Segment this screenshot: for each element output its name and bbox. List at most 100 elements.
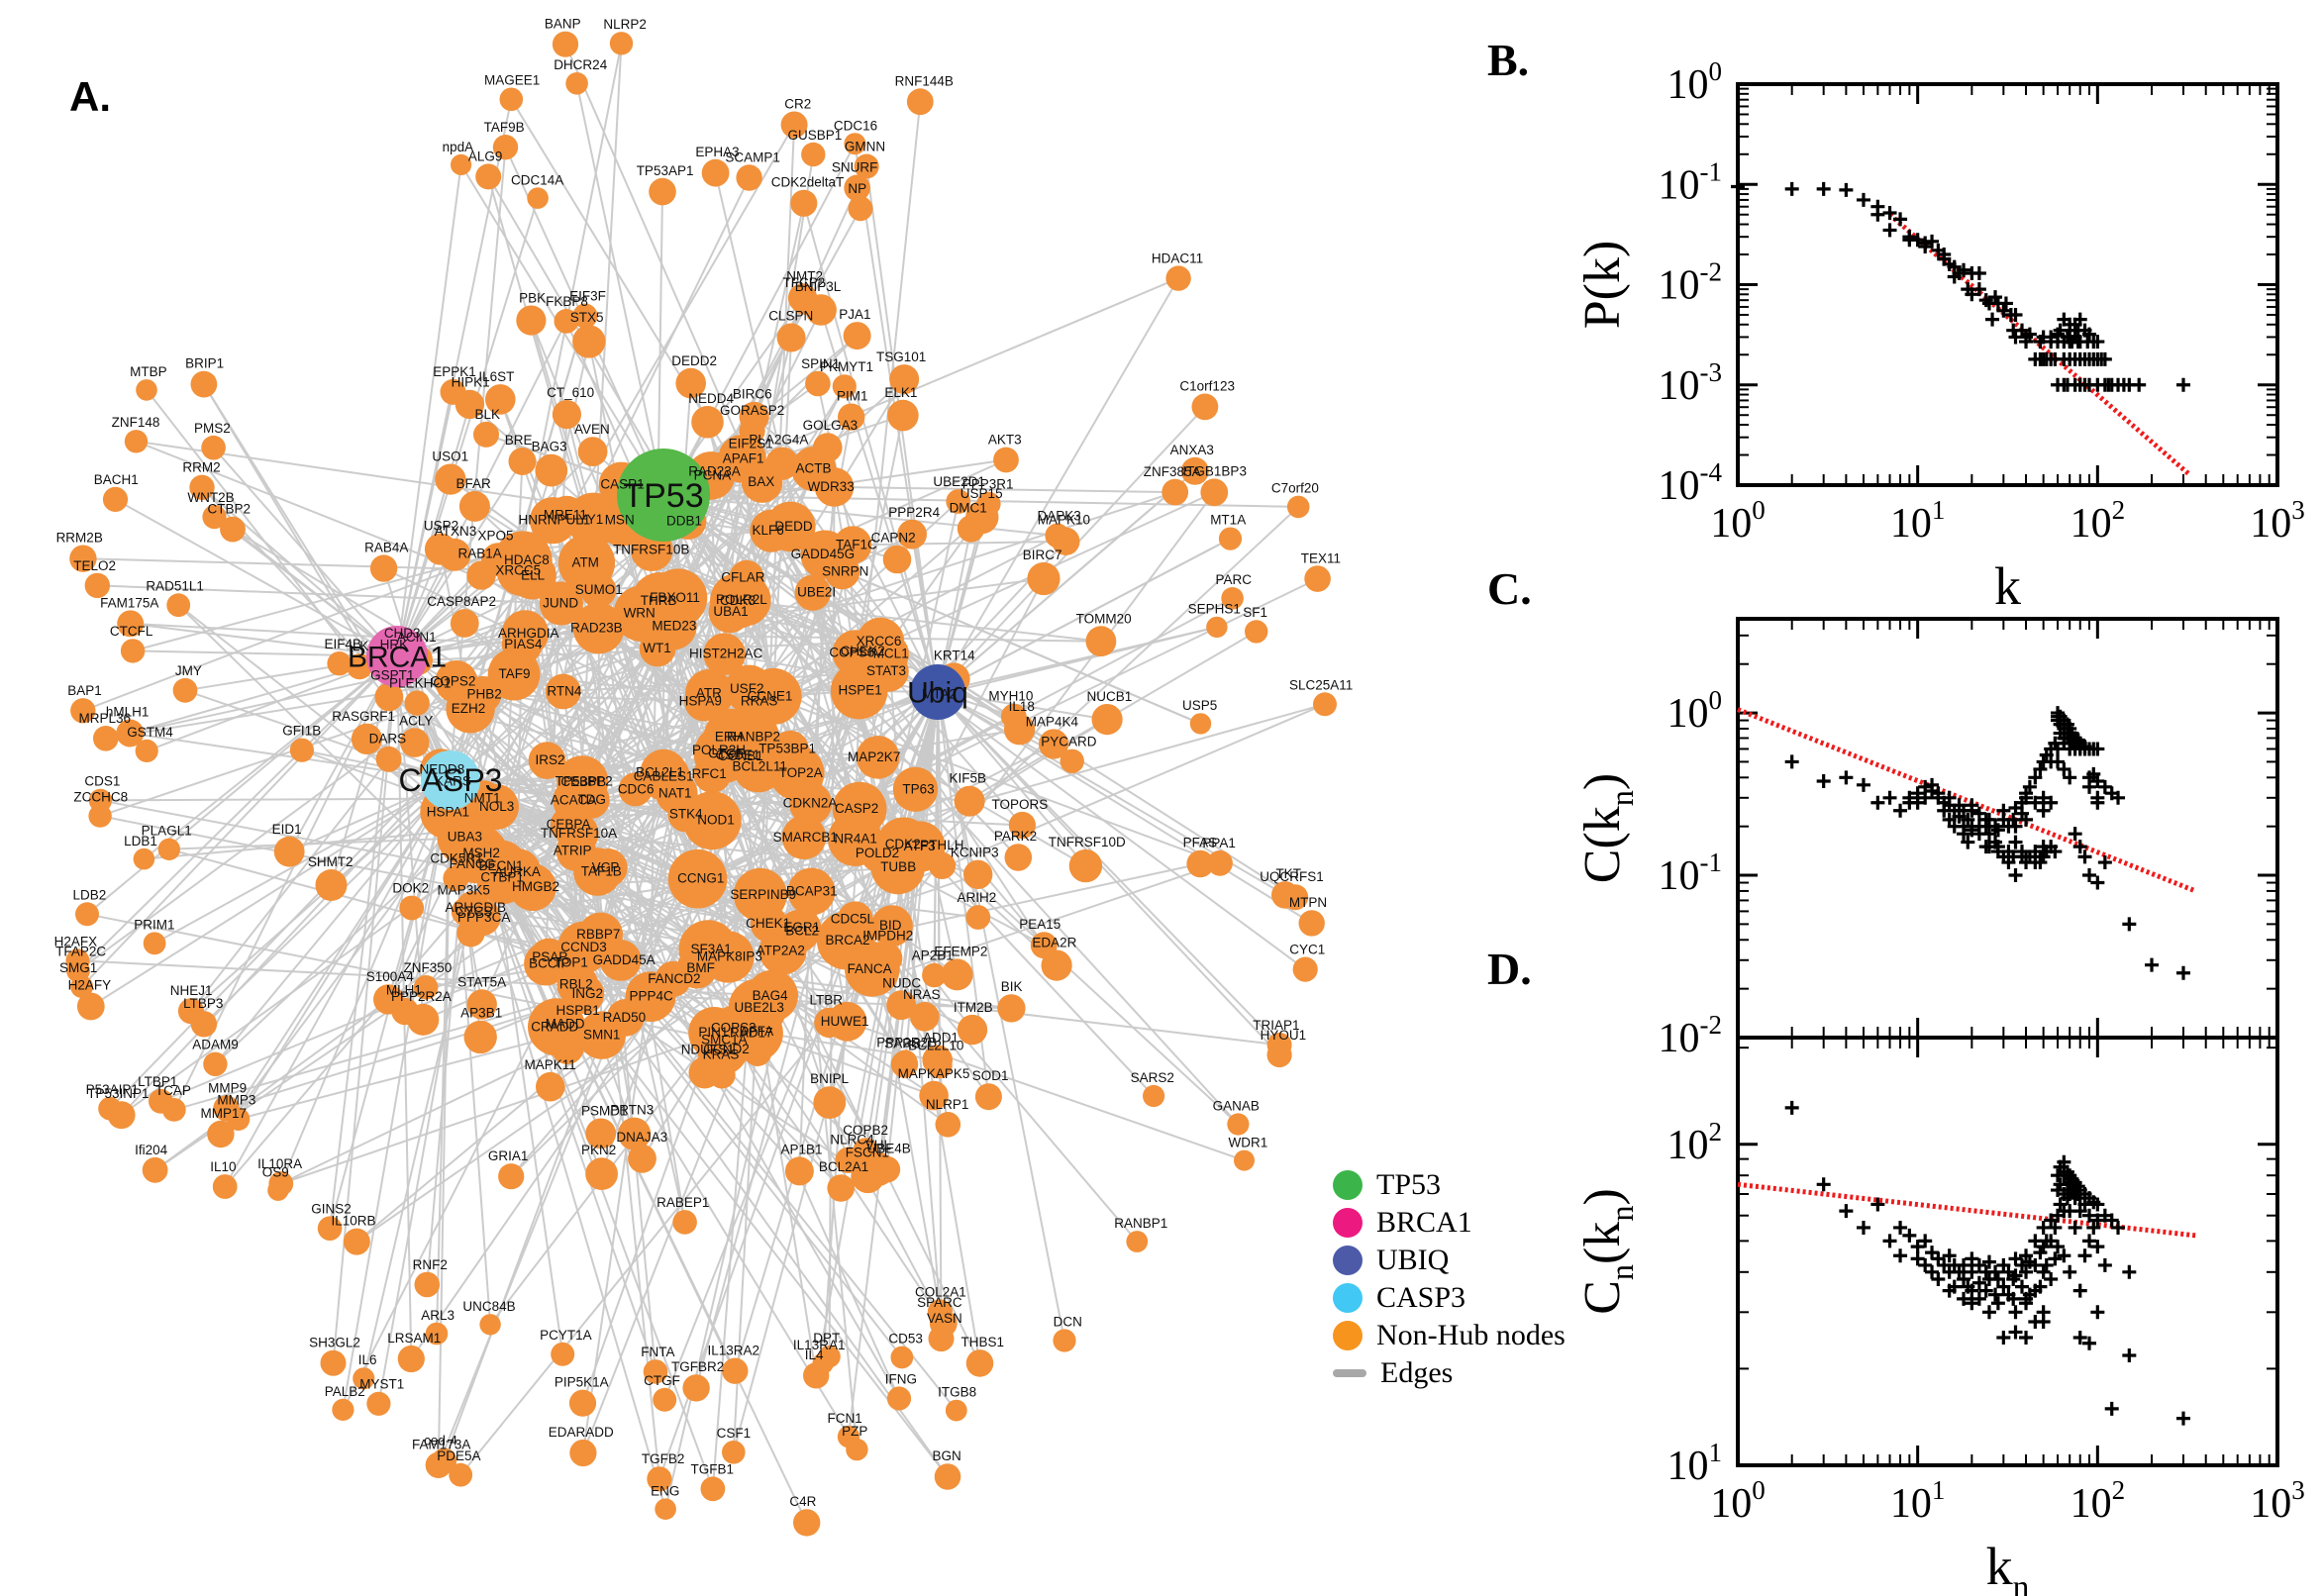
gene-label: KRT14 — [934, 648, 975, 662]
gene-label: EPHA3 — [695, 145, 739, 159]
gene-label: ITGB8 — [938, 1385, 976, 1400]
network-edge — [212, 447, 398, 657]
network-edge — [662, 494, 1306, 970]
gene-label: CD53 — [888, 1332, 923, 1347]
gene-label: MYST1 — [359, 1377, 404, 1392]
network-node — [965, 905, 991, 930]
data-point — [1947, 1279, 1962, 1294]
gene-label: PPP3R1 — [962, 477, 1014, 492]
data-point — [1988, 1264, 2003, 1279]
gene-label: STAT5A — [457, 974, 506, 989]
network-edge — [575, 83, 664, 496]
gene-label: ZNF350 — [404, 960, 453, 975]
network-node — [957, 1014, 988, 1046]
gene-label: HDAC8 — [504, 552, 550, 567]
plot-frame — [1736, 82, 2279, 487]
data-point — [1870, 795, 1885, 810]
gene-label: MCL1 — [873, 647, 909, 661]
gene-label: TKT — [1275, 866, 1301, 881]
gene-label: SF1 — [1243, 605, 1267, 620]
casp3-swatch-icon — [1333, 1283, 1363, 1313]
gene-label: C7orf20 — [1271, 481, 1319, 496]
data-point — [2008, 819, 2023, 834]
plot-ticks — [1736, 1038, 2279, 1467]
gene-label: IL10RA — [257, 1156, 302, 1171]
network-node — [551, 1342, 575, 1366]
plot-C: 100 10-1 10-2 C(kn​) — [1574, 617, 2279, 1061]
network-node — [508, 448, 537, 475]
data-point — [2072, 840, 2087, 854]
gene-label: NMT1 — [464, 790, 501, 805]
network-node — [946, 489, 971, 514]
gene-label: RRM2 — [182, 460, 220, 475]
gene-label: PJA1 — [839, 307, 870, 322]
network-edge — [599, 693, 939, 936]
gene-label: CABLES1 — [634, 769, 694, 784]
gene-label: BMF — [686, 960, 715, 975]
gene-label: RAD50 — [603, 1010, 647, 1025]
network-node — [870, 905, 913, 948]
gene-label: CCND3 — [560, 940, 607, 954]
gene-label: PPA1 — [1202, 836, 1236, 850]
network-node — [859, 835, 898, 873]
network-node — [922, 962, 947, 988]
gene-label: ILK — [349, 639, 368, 653]
network-node — [451, 897, 480, 927]
network-node — [832, 374, 857, 399]
network-node — [578, 912, 623, 957]
gene-label: GRIA1 — [488, 1148, 529, 1163]
network-node — [212, 1174, 238, 1199]
network-node — [868, 634, 909, 674]
network-edge — [822, 809, 861, 1364]
gene-label: ADAM9 — [192, 1038, 239, 1052]
data-point — [2068, 1220, 2082, 1235]
gene-label: SPIN1 — [801, 356, 840, 371]
data-point — [1996, 1279, 2011, 1294]
gene-label: CTCF — [708, 747, 744, 761]
data-point — [2028, 770, 2043, 785]
gene-label: EIF4B — [324, 637, 361, 651]
data-point — [2044, 1272, 2059, 1287]
network-edge — [77, 655, 398, 972]
gene-label: FANCA — [848, 961, 892, 976]
network-node — [458, 490, 490, 522]
data-point — [2006, 812, 2021, 827]
gene-label: ACTB — [795, 461, 831, 476]
gene-label: GORASP2 — [720, 403, 784, 418]
network-node — [585, 1118, 617, 1149]
gene-label: ARL3 — [421, 1308, 454, 1323]
network-edge — [396, 99, 513, 657]
network-edge — [153, 779, 452, 945]
gene-label: CDC6 — [618, 781, 655, 796]
gene-label: JUND — [543, 596, 578, 611]
gene-label: RABEP1 — [656, 1195, 709, 1210]
gene-label: EZH2 — [452, 701, 486, 716]
network-node — [479, 1314, 501, 1336]
gene-label: FANCD2 — [648, 971, 700, 986]
data-point — [1971, 265, 1986, 280]
gene-label: NOL3 — [479, 799, 514, 814]
y-tick-label: 10-2 — [1659, 257, 1723, 309]
gene-label: ELL — [521, 567, 546, 582]
network-node — [787, 867, 836, 916]
data-point — [1971, 1257, 1986, 1272]
network-node — [136, 379, 157, 401]
data-point — [1978, 293, 1993, 308]
y-tick-label: 10-2 — [1659, 1010, 1723, 1061]
data-point — [1910, 786, 1925, 801]
data-point — [1784, 1100, 1799, 1115]
network-node — [685, 668, 735, 719]
network-node — [941, 958, 973, 991]
gene-label: PEA15 — [1019, 917, 1060, 932]
gene-label: TOP1 — [554, 954, 588, 969]
data-point — [2082, 779, 2097, 794]
data-point — [2090, 1305, 2105, 1320]
data-point — [1965, 823, 1979, 838]
gene-label: CYCS — [455, 904, 493, 919]
gene-label: EFEMP2 — [934, 944, 987, 958]
data-point — [1910, 233, 1925, 248]
gene-label: ATP2A2 — [757, 944, 805, 958]
network-edge — [100, 797, 484, 802]
network-node — [556, 812, 599, 855]
data-point — [2057, 761, 2071, 776]
